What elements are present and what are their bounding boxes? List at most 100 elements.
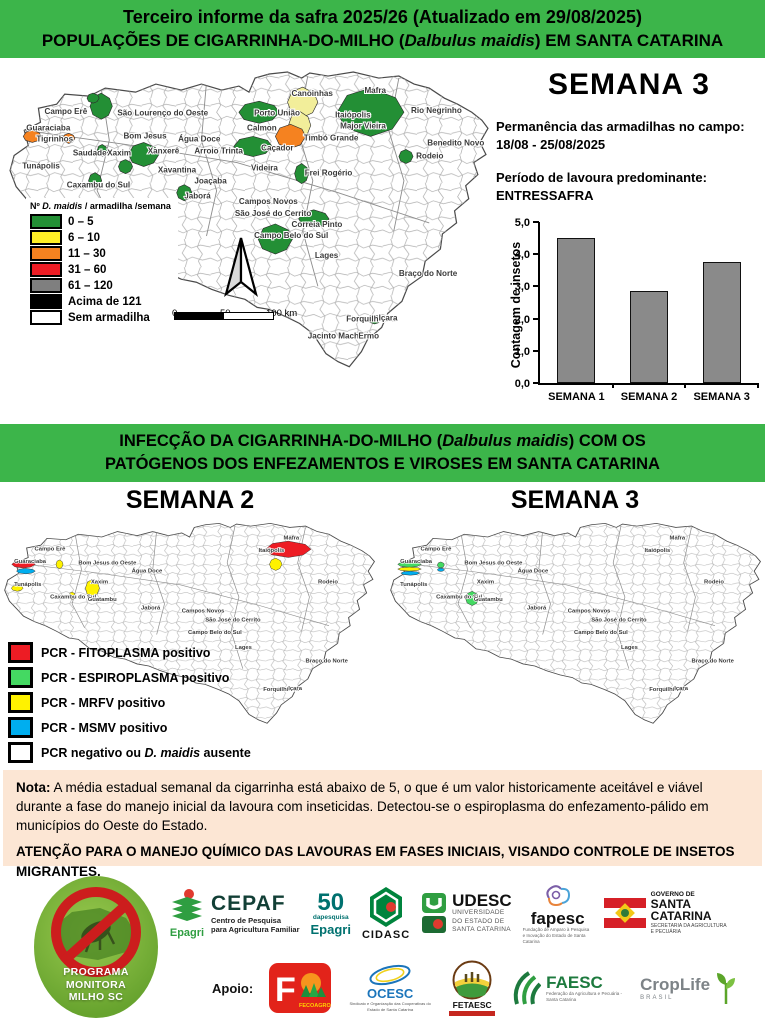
y-tick-label: 4,0 xyxy=(514,249,530,262)
map-label: Lages xyxy=(621,645,638,651)
chart-plot-area: 0,0 1,0 2,0 3,0 4,0 5,0 SEMANA 1 SEMANA 2 SEMANA… xyxy=(515,217,759,403)
map-label: São José do Cerrito xyxy=(591,618,647,624)
logo-cidasc: CIDASC xyxy=(362,886,410,941)
legend-label: PCR - ESPIROPLASMA positivo xyxy=(41,670,230,685)
scale-100: 100 km xyxy=(266,308,298,319)
map-label: Xavantina xyxy=(158,166,197,175)
map-label: Rodeio xyxy=(704,580,725,586)
legend-swatch xyxy=(30,230,62,245)
map-label: Jaborá xyxy=(184,192,211,201)
legend-label: Acima de 121 xyxy=(68,295,142,308)
ocesc-icon xyxy=(369,965,411,986)
cidasc-icon xyxy=(370,886,403,927)
map-label: Itaiópolis xyxy=(335,110,371,119)
municipality-region xyxy=(336,87,405,137)
map-label: Xaxim xyxy=(91,580,108,586)
logo-faesc: FAESC Federação da Agricultura e Pecuári… xyxy=(511,971,624,1005)
y-tick xyxy=(533,349,539,352)
x-category-label: SEMANA 2 xyxy=(620,391,678,403)
map-label: Major Vieira xyxy=(340,121,386,130)
map-labels: Campo Erê São Lourenço do Oeste Guaraciaba… xyxy=(21,85,485,341)
chart-bar xyxy=(702,262,741,383)
map-label: Água Doce xyxy=(518,568,549,575)
logo-croplife: CropLife BRASIL xyxy=(640,971,737,1005)
population-legend-row: Acima de 121 xyxy=(30,294,174,309)
map-label: Campo Belo do Sul xyxy=(574,630,628,636)
map-label: Água Doce xyxy=(132,568,163,575)
infection-header: INFECÇÃO DA CIGARRINHA-DO-MILHO (Dalbulu… xyxy=(0,424,765,482)
legend-label: 11 – 30 xyxy=(68,247,106,260)
municipality-region xyxy=(16,568,36,575)
fetaesc-ribbon xyxy=(449,1011,496,1016)
municipality-region xyxy=(400,570,421,576)
legend-label: PCR - FITOPLASMA positivo xyxy=(41,645,211,660)
map-label: Campos Novos xyxy=(239,197,298,206)
no-leafhopper-icon xyxy=(51,887,141,977)
map-label: Campo Belo do Sul xyxy=(254,231,328,240)
legend-swatch xyxy=(8,742,33,763)
map-label: Lages xyxy=(235,645,252,651)
legend-label: 6 – 10 xyxy=(68,231,100,244)
header-line2: POPULAÇÕES DE CIGARRINHA-DO-MILHO (Dalbu… xyxy=(41,31,724,50)
legend-label: PCR - MSMV positivo xyxy=(41,720,168,735)
map-colored-municipalities xyxy=(397,561,480,606)
municipality-region xyxy=(11,560,36,569)
map-label: Calmon xyxy=(247,123,277,132)
map-label: Içara xyxy=(379,313,398,322)
legend-swatch xyxy=(30,294,62,309)
logo-governo-santa-catarina: GOVERNO DE SANTA CATARINA SECRETARIA DA … xyxy=(603,891,727,936)
header-line1: Terceiro informe da safra 2025/26 (Atual… xyxy=(123,7,642,27)
map-label: Forquilhinha xyxy=(263,688,300,694)
support-logos-row: Apoio: F FECOAGRO OCESC Sindicato e Orga… xyxy=(212,960,737,1016)
sc-flag-icon xyxy=(603,898,646,929)
logo-fapesc: fapesc Fundação de Amparo à Pesquisa e I… xyxy=(523,882,593,945)
map-label: Forquilhinha xyxy=(346,314,395,323)
map-labels: Campo Erê Guaraciaba Bom Jesus do OesteÁgu… xyxy=(13,535,348,694)
map-label: Guatambu xyxy=(474,597,503,603)
udesc-icon xyxy=(422,893,447,934)
map-label: Campos Novos xyxy=(568,609,611,615)
legend-label: PCR - MRFV positivo xyxy=(41,695,166,710)
logo-fecoagro: F FECOAGRO xyxy=(269,963,332,1013)
map-label: Lages xyxy=(315,251,339,260)
map-label: Jaborá xyxy=(527,606,547,612)
legend-label: 31 – 60 xyxy=(68,263,107,276)
week3-infection-map: Campo Erê Guaraciaba Bom Jesus do OesteÁgu… xyxy=(390,522,761,724)
legend-swatch xyxy=(30,214,62,229)
croplife-plant-icon xyxy=(717,973,736,1004)
population-legend-row: Sem armadilha xyxy=(30,310,174,325)
map-label: Bom Jesus do Oeste xyxy=(78,561,136,567)
map-label: Tunápolis xyxy=(14,582,41,588)
map-label: Itaiópolis xyxy=(259,548,285,554)
map-label: Timbó Grande xyxy=(304,133,359,142)
municipality-region xyxy=(437,567,445,572)
institutional-logos-row: Epagri CEPAF Centro de Pesquisa para Agr… xyxy=(168,882,764,945)
map-label: Porto União xyxy=(254,108,300,117)
note-box: Nota: A média estadual semanal da cigarr… xyxy=(3,770,762,879)
map-labels: Campo Erê Guaraciaba Bom Jesus do OesteÁgu… xyxy=(399,535,734,694)
map-label: Arroio Trinta xyxy=(194,147,243,156)
municipality-region xyxy=(68,591,76,600)
map-label: Içara xyxy=(674,686,689,692)
week-title: SEMANA 3 xyxy=(548,68,710,101)
y-tick xyxy=(533,285,539,288)
map-label: Benedito Novo xyxy=(427,138,484,147)
svg-text:FECOAGRO: FECOAGRO xyxy=(299,1003,331,1009)
map-label: Jacinto Machado xyxy=(308,332,374,341)
map-label: Mafra xyxy=(364,86,386,95)
municipality-region xyxy=(265,540,312,558)
municipality-region xyxy=(367,314,382,325)
logo-ocesc: OCESC Sindicato e Organização das Cooper… xyxy=(347,964,433,1012)
map-label: Correia Pinto xyxy=(292,220,343,229)
week3-map-container: Campo Erê Guaraciaba Bom Jesus do Oeste Águ… xyxy=(386,522,762,754)
municipality-region xyxy=(269,557,283,571)
legend-swatch xyxy=(30,246,62,261)
legend-swatch xyxy=(8,667,33,688)
municipality-region xyxy=(465,591,480,606)
week2-map-title: SEMANA 2 xyxy=(125,486,255,514)
map-label: Guaraciaba xyxy=(26,123,71,132)
x-category-label: SEMANA 1 xyxy=(548,391,605,403)
legend-label: 0 – 5 xyxy=(68,215,94,228)
week-info-panel: SEMANA 3 Permanência das armadilhas no c… xyxy=(496,68,762,204)
